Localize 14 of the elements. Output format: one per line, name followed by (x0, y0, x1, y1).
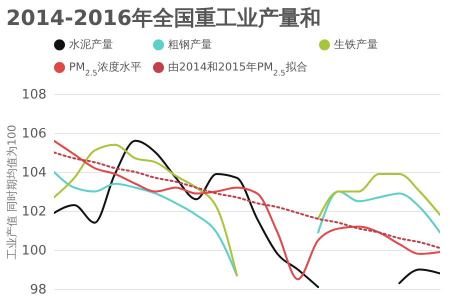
line-series (54, 152, 440, 250)
y-tick-label: 102 (22, 204, 46, 220)
y-tick-label: 108 (22, 88, 46, 102)
y-tick-label: 100 (22, 244, 46, 258)
legend-label: 生铁产量 (334, 38, 378, 51)
chart-title: 2014-2016年全国重工业产量和 (6, 6, 321, 30)
y-tick-label: 106 (22, 126, 46, 142)
legend-label: 粗钢产量 (168, 38, 212, 51)
y-tick-label: 104 (22, 166, 46, 180)
legend-label: PM$_{2.5}$浓度水平 (69, 60, 142, 77)
legend-label: 由2014和2015年PM$_{2.5}$拟合 (168, 60, 308, 77)
y-axis-title: 工业产值 同时期均值为100 (6, 124, 19, 260)
y-tick-label: 98 (30, 282, 46, 298)
legend-label: 水泥产量 (69, 38, 113, 51)
